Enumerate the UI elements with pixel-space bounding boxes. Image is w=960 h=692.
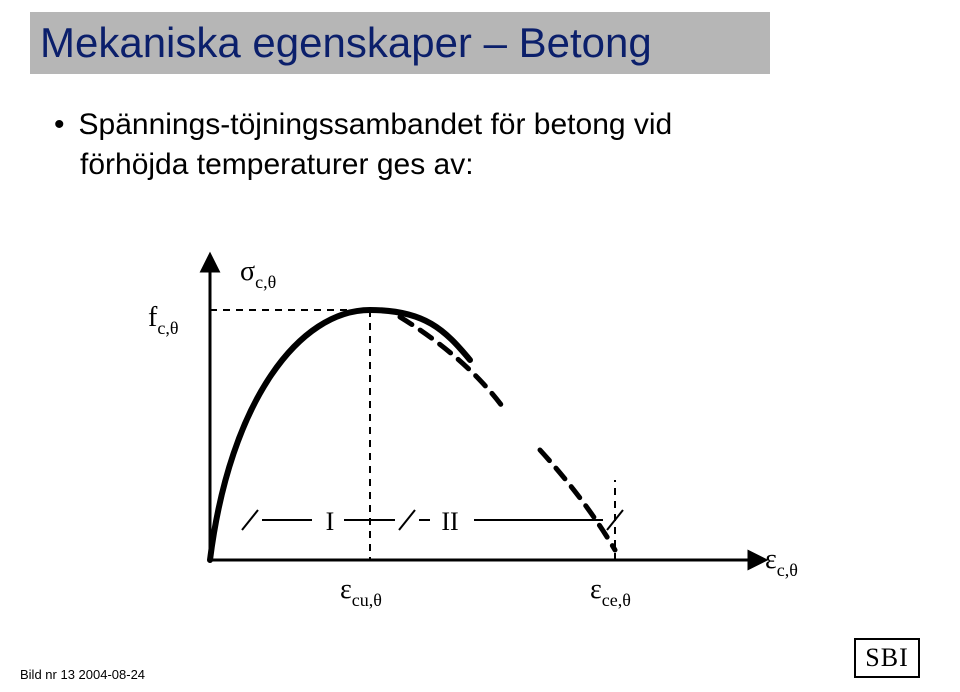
label-region-I: I (326, 507, 335, 536)
bullet-line-2: förhöjda temperaturer ges av: (80, 148, 474, 182)
bullet-text-1: Spännings-töjningssambandet för betong v… (79, 108, 673, 141)
title-bar: Mekaniska egenskaper – Betong (30, 12, 770, 74)
label-fc: fc,θ (148, 302, 178, 338)
tick-mid (399, 510, 415, 530)
label-region-II: II (441, 507, 458, 536)
tick-left (242, 510, 258, 530)
sbi-logo: SBI (854, 638, 920, 678)
label-eps-c: εc,θ (765, 544, 798, 580)
bullet-text-2: förhöjda temperaturer ges av: (80, 148, 474, 181)
label-eps-cu: εcu,θ (340, 574, 382, 610)
bullet-line-1: • Spännings-töjningssambandet för betong … (54, 108, 672, 142)
stress-strain-chart: IIIσc,θεc,θfc,θεcu,θεce,θ (140, 250, 800, 610)
label-eps-ce: εce,θ (590, 574, 631, 610)
bullet-dot: • (54, 108, 65, 141)
label-sigma: σc,θ (240, 256, 276, 292)
curve-dashed-1 (400, 317, 505, 410)
slide-footer: Bild nr 13 2004-08-24 (20, 667, 145, 682)
curve-dashed-2 (540, 450, 615, 550)
slide-title: Mekaniska egenskaper – Betong (40, 19, 652, 67)
